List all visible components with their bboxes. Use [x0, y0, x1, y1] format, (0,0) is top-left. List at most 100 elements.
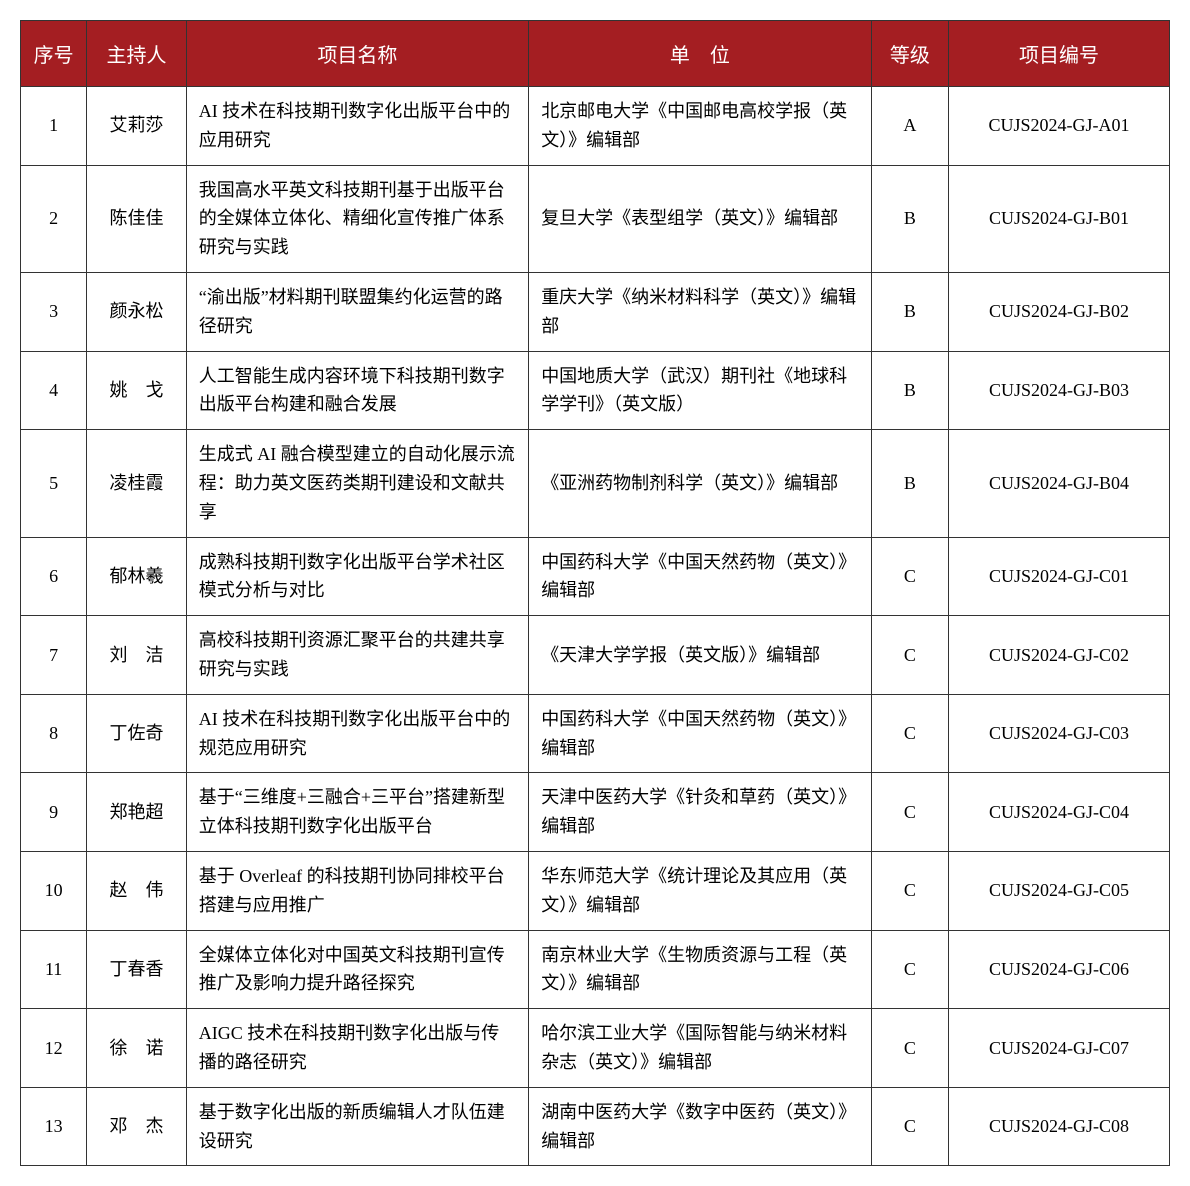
cell-code: CUJS2024-GJ-B04 — [949, 430, 1170, 537]
cell-host: 丁春香 — [87, 930, 186, 1009]
cell-seq: 9 — [21, 773, 87, 852]
cell-unit: 南京林业大学《生物质资源与工程（英文）》编辑部 — [529, 930, 871, 1009]
table-row: 2陈佳佳我国高水平英文科技期刊基于出版平台的全媒体立体化、精细化宣传推广体系研究… — [21, 165, 1170, 272]
col-header-host: 主持人 — [87, 21, 186, 87]
cell-seq: 7 — [21, 616, 87, 695]
cell-host: 郁林羲 — [87, 537, 186, 616]
cell-host: 刘 洁 — [87, 616, 186, 695]
cell-grade: C — [871, 930, 948, 1009]
cell-code: CUJS2024-GJ-C05 — [949, 851, 1170, 930]
table-row: 11丁春香全媒体立体化对中国英文科技期刊宣传推广及影响力提升路径探究南京林业大学… — [21, 930, 1170, 1009]
cell-grade: C — [871, 616, 948, 695]
cell-seq: 11 — [21, 930, 87, 1009]
cell-unit: 哈尔滨工业大学《国际智能与纳米材料杂志（英文）》编辑部 — [529, 1009, 871, 1088]
cell-grade: B — [871, 165, 948, 272]
cell-unit: 天津中医药大学《针灸和草药（英文）》编辑部 — [529, 773, 871, 852]
cell-code: CUJS2024-GJ-C07 — [949, 1009, 1170, 1088]
cell-seq: 2 — [21, 165, 87, 272]
cell-unit: 北京邮电大学《中国邮电高校学报（英文）》编辑部 — [529, 87, 871, 166]
cell-code: CUJS2024-GJ-C08 — [949, 1087, 1170, 1166]
project-table: 序号 主持人 项目名称 单 位 等级 项目编号 1艾莉莎AI 技术在科技期刊数字… — [20, 20, 1170, 1166]
table-row: 7刘 洁高校科技期刊资源汇聚平台的共建共享研究与实践《天津大学学报（英文版）》编… — [21, 616, 1170, 695]
cell-host: 赵 伟 — [87, 851, 186, 930]
table-row: 4姚 戈人工智能生成内容环境下科技期刊数字出版平台构建和融合发展中国地质大学（武… — [21, 351, 1170, 430]
table-row: 8丁佐奇AI 技术在科技期刊数字化出版平台中的规范应用研究中国药科大学《中国天然… — [21, 694, 1170, 773]
cell-grade: C — [871, 694, 948, 773]
col-header-unit: 单 位 — [529, 21, 871, 87]
col-header-title: 项目名称 — [186, 21, 528, 87]
cell-seq: 1 — [21, 87, 87, 166]
cell-unit: 湖南中医药大学《数字中医药（英文）》编辑部 — [529, 1087, 871, 1166]
cell-host: 邓 杰 — [87, 1087, 186, 1166]
cell-title: 基于“三维度+三融合+三平台”搭建新型立体科技期刊数字化出版平台 — [186, 773, 528, 852]
cell-unit: 《天津大学学报（英文版）》编辑部 — [529, 616, 871, 695]
cell-unit: 复旦大学《表型组学（英文）》编辑部 — [529, 165, 871, 272]
table-row: 13邓 杰基于数字化出版的新质编辑人才队伍建设研究湖南中医药大学《数字中医药（英… — [21, 1087, 1170, 1166]
cell-title: “渝出版”材料期刊联盟集约化运营的路径研究 — [186, 272, 528, 351]
table-body: 1艾莉莎AI 技术在科技期刊数字化出版平台中的应用研究北京邮电大学《中国邮电高校… — [21, 87, 1170, 1166]
cell-seq: 12 — [21, 1009, 87, 1088]
cell-host: 丁佐奇 — [87, 694, 186, 773]
col-header-code: 项目编号 — [949, 21, 1170, 87]
cell-host: 陈佳佳 — [87, 165, 186, 272]
table-row: 12徐 诺AIGC 技术在科技期刊数字化出版与传播的路径研究哈尔滨工业大学《国际… — [21, 1009, 1170, 1088]
cell-code: CUJS2024-GJ-C06 — [949, 930, 1170, 1009]
cell-grade: C — [871, 773, 948, 852]
table-row: 9郑艳超基于“三维度+三融合+三平台”搭建新型立体科技期刊数字化出版平台天津中医… — [21, 773, 1170, 852]
cell-title: 成熟科技期刊数字化出版平台学术社区模式分析与对比 — [186, 537, 528, 616]
cell-title: 人工智能生成内容环境下科技期刊数字出版平台构建和融合发展 — [186, 351, 528, 430]
cell-code: CUJS2024-GJ-A01 — [949, 87, 1170, 166]
table-row: 3颜永松“渝出版”材料期刊联盟集约化运营的路径研究重庆大学《纳米材料科学（英文）… — [21, 272, 1170, 351]
table-row: 1艾莉莎AI 技术在科技期刊数字化出版平台中的应用研究北京邮电大学《中国邮电高校… — [21, 87, 1170, 166]
cell-unit: 重庆大学《纳米材料科学（英文）》编辑部 — [529, 272, 871, 351]
cell-host: 凌桂霞 — [87, 430, 186, 537]
cell-grade: B — [871, 430, 948, 537]
cell-grade: B — [871, 272, 948, 351]
cell-host: 颜永松 — [87, 272, 186, 351]
cell-host: 郑艳超 — [87, 773, 186, 852]
cell-title: AI 技术在科技期刊数字化出版平台中的规范应用研究 — [186, 694, 528, 773]
cell-grade: A — [871, 87, 948, 166]
cell-title: 基于数字化出版的新质编辑人才队伍建设研究 — [186, 1087, 528, 1166]
cell-grade: B — [871, 351, 948, 430]
cell-title: 高校科技期刊资源汇聚平台的共建共享研究与实践 — [186, 616, 528, 695]
cell-unit: 中国药科大学《中国天然药物（英文）》编辑部 — [529, 537, 871, 616]
cell-seq: 6 — [21, 537, 87, 616]
cell-seq: 13 — [21, 1087, 87, 1166]
cell-title: 全媒体立体化对中国英文科技期刊宣传推广及影响力提升路径探究 — [186, 930, 528, 1009]
cell-code: CUJS2024-GJ-B03 — [949, 351, 1170, 430]
col-header-grade: 等级 — [871, 21, 948, 87]
cell-seq: 3 — [21, 272, 87, 351]
cell-title: 我国高水平英文科技期刊基于出版平台的全媒体立体化、精细化宣传推广体系研究与实践 — [186, 165, 528, 272]
cell-grade: C — [871, 537, 948, 616]
cell-unit: 中国地质大学（武汉）期刊社《地球科学学刊》（英文版） — [529, 351, 871, 430]
cell-grade: C — [871, 851, 948, 930]
cell-code: CUJS2024-GJ-B02 — [949, 272, 1170, 351]
cell-code: CUJS2024-GJ-C01 — [949, 537, 1170, 616]
table-row: 5凌桂霞生成式 AI 融合模型建立的自动化展示流程：助力英文医药类期刊建设和文献… — [21, 430, 1170, 537]
table-header: 序号 主持人 项目名称 单 位 等级 项目编号 — [21, 21, 1170, 87]
col-header-seq: 序号 — [21, 21, 87, 87]
cell-seq: 4 — [21, 351, 87, 430]
cell-unit: 中国药科大学《中国天然药物（英文）》编辑部 — [529, 694, 871, 773]
cell-host: 姚 戈 — [87, 351, 186, 430]
cell-grade: C — [871, 1087, 948, 1166]
table-row: 6郁林羲成熟科技期刊数字化出版平台学术社区模式分析与对比中国药科大学《中国天然药… — [21, 537, 1170, 616]
cell-code: CUJS2024-GJ-C03 — [949, 694, 1170, 773]
table-row: 10赵 伟基于 Overleaf 的科技期刊协同排校平台搭建与应用推广华东师范大… — [21, 851, 1170, 930]
cell-code: CUJS2024-GJ-C04 — [949, 773, 1170, 852]
cell-host: 艾莉莎 — [87, 87, 186, 166]
cell-seq: 8 — [21, 694, 87, 773]
cell-title: 生成式 AI 融合模型建立的自动化展示流程：助力英文医药类期刊建设和文献共享 — [186, 430, 528, 537]
cell-seq: 5 — [21, 430, 87, 537]
cell-title: 基于 Overleaf 的科技期刊协同排校平台搭建与应用推广 — [186, 851, 528, 930]
cell-code: CUJS2024-GJ-C02 — [949, 616, 1170, 695]
cell-grade: C — [871, 1009, 948, 1088]
cell-title: AI 技术在科技期刊数字化出版平台中的应用研究 — [186, 87, 528, 166]
cell-unit: 华东师范大学《统计理论及其应用（英文）》编辑部 — [529, 851, 871, 930]
cell-host: 徐 诺 — [87, 1009, 186, 1088]
cell-code: CUJS2024-GJ-B01 — [949, 165, 1170, 272]
cell-seq: 10 — [21, 851, 87, 930]
cell-title: AIGC 技术在科技期刊数字化出版与传播的路径研究 — [186, 1009, 528, 1088]
cell-unit: 《亚洲药物制剂科学（英文）》编辑部 — [529, 430, 871, 537]
